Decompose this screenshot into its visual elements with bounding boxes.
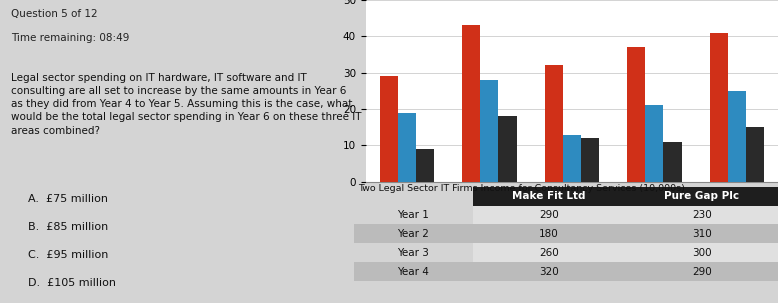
FancyBboxPatch shape <box>354 262 473 281</box>
Text: 310: 310 <box>692 229 712 239</box>
Bar <box>380 76 398 182</box>
Text: Make Fit Ltd: Make Fit Ltd <box>512 191 586 201</box>
FancyBboxPatch shape <box>626 262 778 281</box>
Bar <box>746 127 764 182</box>
Text: A.  £75 million: A. £75 million <box>28 194 108 204</box>
Bar <box>727 91 746 182</box>
Text: Year 1: Year 1 <box>398 210 429 220</box>
FancyBboxPatch shape <box>354 205 473 225</box>
FancyBboxPatch shape <box>473 187 626 205</box>
Text: Year 2: Year 2 <box>398 229 429 239</box>
FancyBboxPatch shape <box>473 205 626 225</box>
Bar <box>562 135 581 182</box>
Text: Year 4: Year 4 <box>398 267 429 277</box>
Text: 290: 290 <box>539 210 559 220</box>
Text: D.  £105 million: D. £105 million <box>28 278 117 288</box>
Text: 290: 290 <box>692 267 712 277</box>
Text: Year 3: Year 3 <box>398 248 429 258</box>
Bar <box>627 47 645 182</box>
Bar <box>710 33 727 182</box>
FancyBboxPatch shape <box>626 205 778 225</box>
Text: 230: 230 <box>692 210 712 220</box>
Bar <box>545 65 562 182</box>
Bar <box>480 80 499 182</box>
Bar <box>398 113 416 182</box>
Text: 260: 260 <box>539 248 559 258</box>
Text: Legal sector spending on IT hardware, IT software and IT
consulting are all set : Legal sector spending on IT hardware, IT… <box>11 73 361 135</box>
Bar <box>664 142 682 182</box>
Text: Pure Gap Plc: Pure Gap Plc <box>664 191 739 201</box>
Text: 320: 320 <box>539 267 559 277</box>
FancyBboxPatch shape <box>354 243 473 262</box>
FancyBboxPatch shape <box>626 225 778 243</box>
Bar <box>462 25 480 182</box>
Bar <box>416 149 434 182</box>
FancyBboxPatch shape <box>473 243 626 262</box>
Text: B.  £85 million: B. £85 million <box>28 222 109 232</box>
Text: C.  £95 million: C. £95 million <box>28 250 109 260</box>
FancyBboxPatch shape <box>354 187 473 205</box>
FancyBboxPatch shape <box>354 225 473 243</box>
FancyBboxPatch shape <box>626 187 778 205</box>
Bar <box>645 105 664 182</box>
Text: 300: 300 <box>692 248 712 258</box>
Text: Question 5 of 12: Question 5 of 12 <box>11 9 97 19</box>
Bar <box>581 138 599 182</box>
FancyBboxPatch shape <box>473 262 626 281</box>
Text: Time remaining: 08:49: Time remaining: 08:49 <box>11 33 129 43</box>
Bar <box>499 116 517 182</box>
Text: Two Legal Sector IT Firms Income for Consultancy Services (10,000s): Two Legal Sector IT Firms Income for Con… <box>358 184 685 193</box>
FancyBboxPatch shape <box>473 225 626 243</box>
FancyBboxPatch shape <box>626 243 778 262</box>
Text: 180: 180 <box>539 229 559 239</box>
